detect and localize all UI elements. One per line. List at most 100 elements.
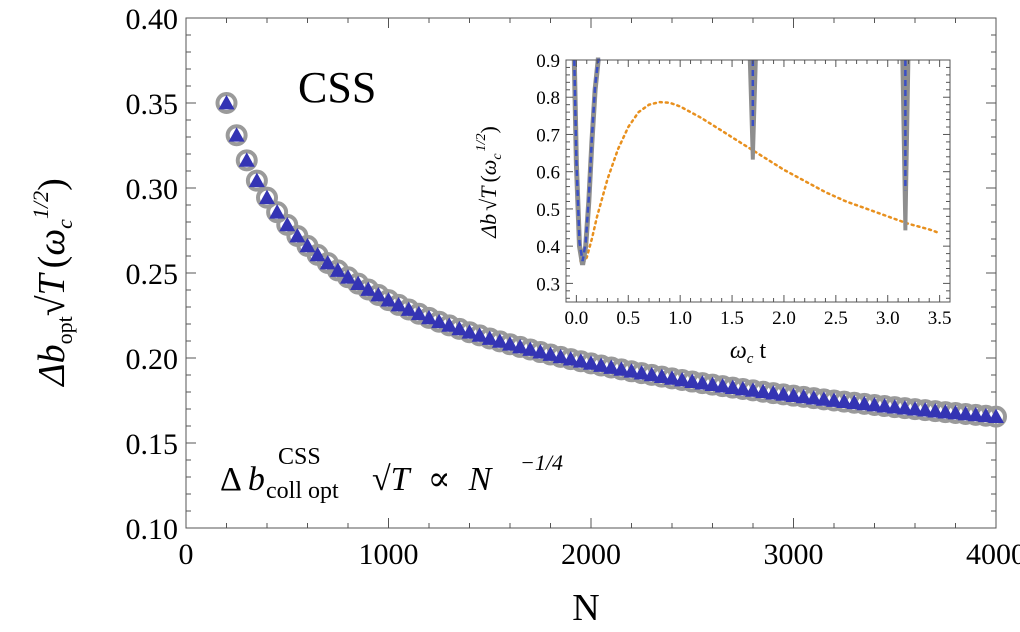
triangle-point bbox=[805, 390, 822, 405]
triangle-point bbox=[481, 330, 498, 345]
inset-y-delta: Δ bbox=[476, 225, 501, 239]
main-chart-title: CSS bbox=[298, 63, 376, 112]
triangle-point bbox=[603, 359, 620, 374]
triangle-point bbox=[927, 403, 944, 418]
annotation-t: T bbox=[391, 461, 412, 498]
inset-y-axis-label: Δb √T (ωc1/2) bbox=[474, 126, 505, 239]
inset-series bbox=[571, 57, 941, 268]
triangle-point bbox=[380, 292, 397, 307]
y-tick-label: 0.30 bbox=[126, 173, 179, 206]
y-label-omega: ω bbox=[31, 229, 73, 256]
triangle-point bbox=[593, 357, 610, 372]
y-tick-label: 0.40 bbox=[126, 3, 179, 36]
inset-x-omega: ω bbox=[730, 338, 747, 364]
inset-y-close: ) bbox=[476, 126, 501, 133]
annotation-sqrt: √ bbox=[372, 461, 391, 498]
y-label-t: T bbox=[31, 271, 73, 295]
triangle-point bbox=[532, 344, 549, 359]
inset-y-tick-label: 0.9 bbox=[536, 51, 560, 72]
triangle-point bbox=[694, 375, 711, 390]
triangle-point bbox=[886, 399, 903, 414]
inset-x-tick-label: 2.0 bbox=[772, 308, 796, 329]
triangle-point bbox=[755, 383, 772, 399]
inset-x-tick-label: 3.5 bbox=[928, 308, 952, 329]
y-label-unit-open: ( bbox=[31, 256, 73, 269]
y-label-b: b bbox=[31, 344, 73, 363]
inset-orange-dotted-line bbox=[579, 100, 941, 268]
inset-x-c: c bbox=[747, 351, 754, 367]
inset-y-tick-label: 0.5 bbox=[536, 200, 560, 221]
triangle-point bbox=[826, 392, 842, 407]
x-tick-label: 0 bbox=[179, 538, 194, 571]
triangle-point bbox=[441, 317, 458, 332]
triangle-point bbox=[421, 309, 437, 325]
triangle-point bbox=[613, 361, 630, 376]
triangle-point bbox=[218, 95, 235, 110]
triangle-point bbox=[623, 363, 640, 378]
triangle-point bbox=[815, 391, 832, 406]
x-tick-label: 1000 bbox=[359, 538, 419, 571]
inset-y-c: c bbox=[490, 153, 505, 160]
triangle-point bbox=[856, 395, 873, 411]
triangle-point bbox=[562, 351, 579, 366]
triangle-point bbox=[714, 378, 731, 393]
inset-plot-frame bbox=[565, 59, 951, 303]
triangle-point bbox=[775, 386, 792, 401]
triangle-point bbox=[360, 281, 377, 296]
triangle-point bbox=[410, 305, 427, 321]
inset-y-omega: ω bbox=[476, 160, 501, 176]
triangle-point bbox=[289, 227, 306, 243]
circle-point bbox=[256, 186, 278, 209]
triangle-point bbox=[745, 382, 761, 397]
svg-text:Δbopt√T(ωc1/2): Δbopt√T (ωc1/2) bbox=[28, 178, 77, 387]
triangle-point bbox=[279, 216, 296, 232]
annotation-coll-opt: coll opt bbox=[266, 478, 339, 504]
triangle-point bbox=[977, 407, 994, 423]
inset-x-tick-label: 1.5 bbox=[720, 308, 744, 329]
triangle-point bbox=[664, 370, 680, 385]
triangle-point bbox=[967, 406, 984, 422]
y-label-delta: Δ bbox=[31, 363, 73, 387]
inset-y-tick-label: 0.7 bbox=[536, 125, 560, 146]
triangle-point bbox=[633, 365, 650, 380]
y-tick-label: 0.35 bbox=[126, 88, 179, 121]
inset-y-tick-label: 0.4 bbox=[536, 237, 560, 258]
triangle-point bbox=[896, 400, 913, 415]
inset-blue-dashed-line bbox=[573, 58, 601, 262]
triangle-point bbox=[248, 172, 265, 188]
inset-x-tick-label: 3.0 bbox=[876, 308, 900, 329]
x-tick-label: 2000 bbox=[561, 538, 621, 571]
triangle-point bbox=[259, 189, 275, 205]
triangle-point bbox=[269, 204, 286, 219]
annotation-css: CSS bbox=[278, 444, 321, 470]
main-series bbox=[215, 92, 1007, 428]
triangle-point bbox=[340, 269, 356, 284]
triangle-point bbox=[502, 336, 518, 351]
triangle-point bbox=[907, 401, 923, 416]
annotation-b: b bbox=[248, 461, 265, 498]
svg-text:Δb: Δb bbox=[220, 461, 265, 498]
y-label-half: 1/2 bbox=[28, 191, 53, 219]
inset-x-tick-label: 0.0 bbox=[565, 308, 589, 329]
triangle-point bbox=[653, 368, 670, 384]
circle-point bbox=[215, 92, 238, 114]
triangle-point bbox=[329, 262, 346, 277]
triangle-point bbox=[542, 346, 559, 361]
circle-point bbox=[225, 124, 248, 147]
triangle-point bbox=[451, 320, 468, 336]
annotation-n: N bbox=[468, 461, 494, 498]
main-x-axis-label: N bbox=[572, 587, 599, 629]
inset-chart: 0.0 0.5 1.0 1.5 2.0 2.5 3.0 3.5 0.3 0.4 0.5 0.6 0.7 0… bbox=[474, 51, 951, 367]
circle-point bbox=[235, 149, 258, 172]
inset-gray-spike bbox=[747, 59, 758, 160]
triangle-point bbox=[238, 152, 255, 167]
triangle-point bbox=[583, 355, 599, 370]
triangle-point bbox=[522, 341, 539, 356]
y-tick-label: 0.15 bbox=[126, 428, 179, 461]
triangle-point bbox=[795, 388, 812, 404]
main-y-axis-label: Δbopt√T (ωc1/2) bbox=[28, 178, 77, 387]
triangle-point bbox=[512, 338, 529, 354]
triangle-point bbox=[461, 324, 478, 339]
